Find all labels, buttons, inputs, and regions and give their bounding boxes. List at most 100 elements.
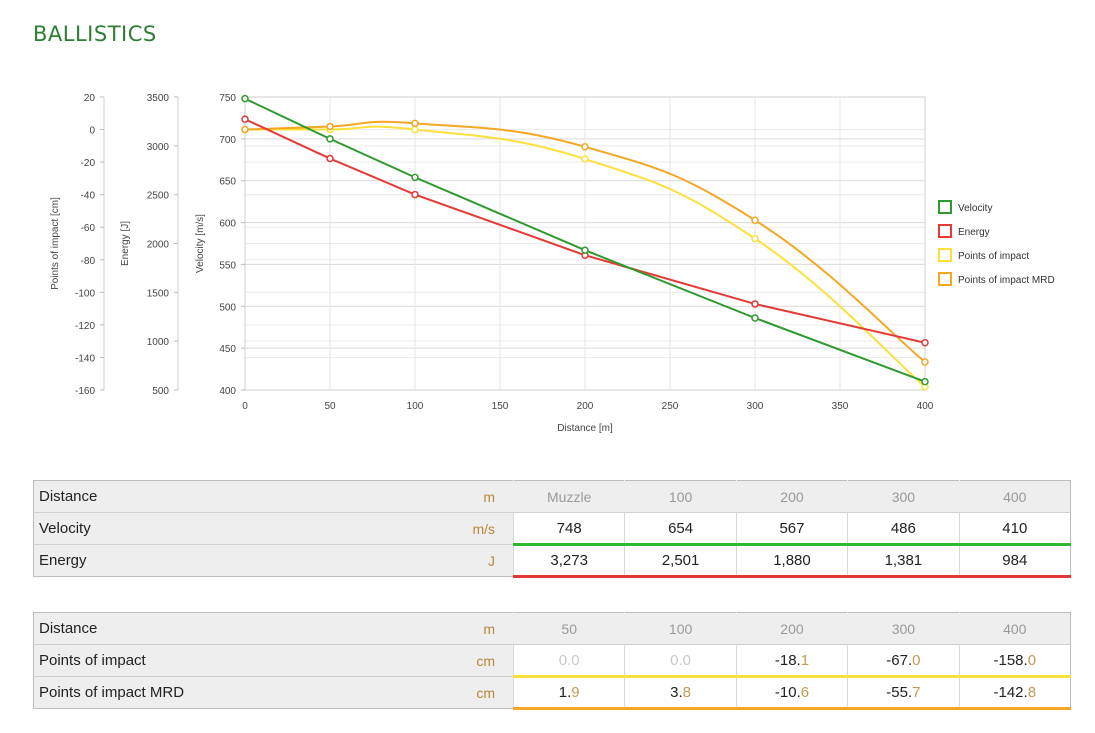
- y-tick-label: -160: [75, 386, 95, 397]
- table-cell: 0.0: [624, 644, 737, 678]
- y-tick-label: 20: [84, 93, 96, 104]
- y-tick-label: -120: [75, 321, 95, 332]
- data-point: [751, 300, 759, 308]
- y-tick-label: 400: [219, 386, 236, 397]
- x-tick-label: 350: [832, 401, 849, 412]
- table-cell: 486: [847, 512, 960, 546]
- table-cell: 2,501: [624, 544, 737, 578]
- y-axis-title: Points of impact [cm]: [50, 197, 61, 290]
- data-point: [326, 122, 334, 131]
- table-cell: -18.1: [735, 644, 848, 678]
- y-tick-label: 550: [219, 260, 236, 271]
- unit-label: m: [373, 612, 514, 645]
- x-tick-label: 400: [917, 401, 934, 412]
- y-tick-label: 0: [89, 126, 95, 137]
- y-tick-label: 750: [219, 93, 236, 104]
- table-cell: -55.7: [847, 676, 960, 710]
- value-decimal: 6: [800, 684, 810, 701]
- table-cell: 1,381: [847, 544, 960, 578]
- velocity-energy-table: Distance m Muzzle 100 200 300 400 Veloci…: [33, 480, 1071, 578]
- value-decimal: 0.0: [558, 651, 580, 669]
- legend-label: Energy: [958, 227, 990, 238]
- data-point: [326, 135, 334, 143]
- table-cell: 3,273: [512, 544, 625, 578]
- table-cell: -142.8: [958, 676, 1071, 710]
- value-integer: -55.: [886, 684, 913, 701]
- y-tick-label: -20: [81, 158, 96, 169]
- row-label: Distance: [33, 612, 374, 645]
- value-decimal: 7: [912, 684, 921, 701]
- y-tick-label: 1500: [147, 288, 170, 299]
- data-point: [921, 358, 929, 366]
- table-header-row: Distance m Muzzle 100 200 300 400: [33, 480, 1071, 513]
- data-point: [581, 246, 589, 254]
- y-tick-label: 500: [152, 386, 169, 397]
- y-tick-label: 3500: [147, 93, 170, 104]
- column-header: 50: [512, 612, 625, 645]
- table-cell: 1.9: [512, 676, 625, 710]
- y-tick-label: 3000: [147, 142, 170, 153]
- unit-label: m/s: [373, 512, 514, 545]
- x-axis-label: Distance [m]: [557, 423, 613, 434]
- value-integer: -67.: [886, 651, 913, 669]
- x-tick-label: 0: [242, 401, 248, 412]
- x-tick-label: 250: [662, 401, 679, 412]
- legend-label: Points of impact MRD: [958, 275, 1055, 286]
- data-point: [241, 125, 249, 134]
- page-title: BALLISTICS: [33, 22, 157, 46]
- series-line-velocity: [244, 97, 926, 383]
- unit-label: cm: [373, 644, 514, 677]
- table-cell: -10.6: [735, 676, 848, 710]
- legend-swatch: [938, 200, 952, 214]
- x-tick-label: 200: [577, 401, 594, 412]
- table-row-energy: Energy J 3,273 2,501 1,880 1,381 984: [33, 544, 1071, 578]
- column-header: 300: [847, 480, 960, 513]
- table-cell: -67.0: [847, 644, 960, 678]
- value-decimal: 8: [682, 684, 692, 701]
- legend-label: Velocity: [958, 203, 992, 214]
- legend-swatch: [938, 224, 952, 238]
- data-point: [411, 125, 419, 134]
- data-point: [921, 377, 929, 386]
- data-point: [581, 143, 589, 151]
- y-tick-label: -80: [81, 256, 96, 267]
- data-point: [751, 234, 759, 243]
- x-tick-label: 100: [407, 401, 424, 412]
- legend-swatch: [938, 248, 952, 262]
- y-axis-title: Energy [J]: [120, 221, 131, 266]
- x-tick-label: 50: [324, 401, 336, 412]
- data-point: [241, 115, 249, 123]
- value-decimal: 1: [800, 651, 810, 669]
- value-decimal: 0: [912, 651, 921, 669]
- y-tick-label: 650: [219, 177, 236, 188]
- row-label: Energy: [33, 544, 374, 577]
- table-cell: 748: [512, 512, 625, 546]
- table-cell: 410: [958, 512, 1071, 546]
- table-header-row: Distance m 50 100 200 300 400: [33, 612, 1071, 645]
- value-integer: -18.: [774, 651, 801, 669]
- y-tick-label: 2500: [147, 191, 170, 202]
- y-tick-label: 500: [219, 302, 236, 313]
- table-cell: -158.0: [958, 644, 1071, 678]
- column-header: 300: [847, 612, 960, 645]
- table-row-velocity: Velocity m/s 748 654 567 486 410: [33, 512, 1071, 546]
- table-cell: 3.8: [624, 676, 737, 710]
- table-row-points-of-impact: Points of impact cm 0.0 0.0 -18.1 -67.0 …: [33, 644, 1071, 678]
- data-point: [921, 338, 929, 347]
- table-cell: 984: [958, 544, 1071, 578]
- y-tick-label: 600: [219, 219, 236, 230]
- column-header: 400: [958, 612, 1071, 645]
- value-integer: 1.: [558, 684, 572, 701]
- unit-label: cm: [373, 676, 514, 709]
- value-decimal: 9: [571, 684, 580, 701]
- row-label: Points of impact: [33, 644, 374, 677]
- table-cell: 567: [735, 512, 848, 546]
- y-tick-label: -40: [81, 191, 96, 202]
- table-cell: 654: [624, 512, 737, 546]
- value-decimal: 0.0: [670, 651, 692, 669]
- data-point: [326, 154, 334, 163]
- legend-swatch: [938, 272, 952, 286]
- row-label: Points of impact MRD: [33, 676, 374, 709]
- value-integer: -158.: [993, 651, 1028, 669]
